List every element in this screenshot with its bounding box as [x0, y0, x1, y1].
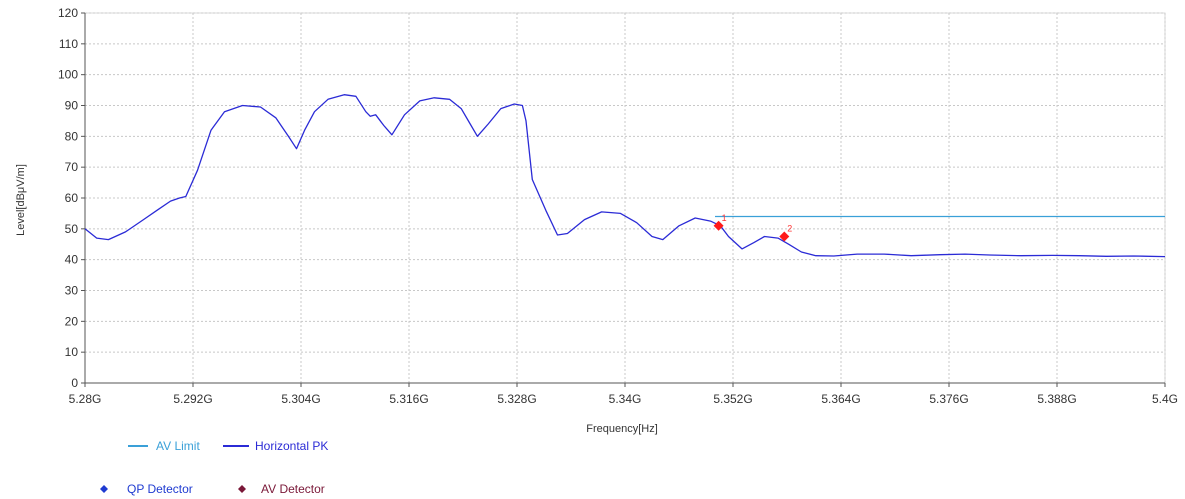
legend-label-av-limit: AV Limit [156, 439, 200, 453]
legend-item-av-limit[interactable]: AV Limit [128, 439, 200, 453]
detector-marker-1[interactable] [713, 220, 724, 231]
detector-marker-label-1: 1 [722, 213, 727, 223]
x-axis-title: Frequency[Hz] [586, 423, 658, 435]
y-tick-label: 20 [65, 314, 79, 328]
av-detector-diamond-icon [238, 485, 246, 493]
x-tick-label: 5.4G [1152, 392, 1178, 406]
x-tick-label: 5.352G [713, 392, 752, 406]
y-tick-label: 80 [65, 129, 79, 143]
x-tick-label: 5.292G [173, 392, 212, 406]
y-tick-label: 50 [65, 222, 79, 236]
grid-lines [84, 12, 1166, 384]
y-tick-label: 120 [58, 6, 78, 20]
axes [81, 12, 1166, 387]
legend-label-av-detector: AV Detector [261, 482, 325, 496]
x-tick-label: 5.376G [929, 392, 968, 406]
qp-detector-diamond-icon [100, 485, 108, 493]
y-tick-label: 0 [71, 376, 78, 390]
y-tick-label: 60 [65, 191, 79, 205]
series-line-horizontal-pk [84, 94, 1166, 258]
legend-item-horizontal-pk[interactable]: Horizontal PK [223, 439, 328, 453]
marker-layer: 12 [713, 213, 792, 242]
legend-label-horizontal-pk: Horizontal PK [255, 439, 328, 453]
detector-marker-label-2: 2 [787, 224, 792, 234]
x-tick-label: 5.328G [497, 392, 536, 406]
x-tick-label: 5.34G [609, 392, 642, 406]
legend-label-qp-detector: QP Detector [127, 482, 193, 496]
legend-item-qp-detector[interactable]: QP Detector [100, 482, 193, 496]
y-tick-label: 90 [65, 99, 79, 113]
x-tick-label: 5.364G [821, 392, 860, 406]
x-tick-label: 5.304G [281, 392, 320, 406]
y-tick-label: 40 [65, 253, 79, 267]
tick-labels: 0 10 20 30 40 50 60 70 80 90 100 110 120 5.28G 5.292G 5… [58, 6, 1178, 406]
y-tick-label: 10 [65, 345, 79, 359]
y-axis-title: Level[dBμV/m] [15, 164, 27, 236]
y-tick-label: 100 [58, 68, 78, 82]
legend-item-av-detector[interactable]: AV Detector [238, 482, 325, 496]
x-tick-label: 5.388G [1037, 392, 1076, 406]
legend: AV Limit Horizontal PK QP Detector AV De… [100, 439, 328, 496]
detector-marker-2[interactable] [779, 231, 790, 242]
y-tick-label: 30 [65, 284, 79, 298]
y-tick-label: 110 [59, 37, 78, 51]
x-tick-label: 5.28G [69, 392, 102, 406]
y-tick-label: 70 [65, 160, 79, 174]
series-layer [84, 94, 1166, 258]
x-tick-label: 5.316G [389, 392, 428, 406]
